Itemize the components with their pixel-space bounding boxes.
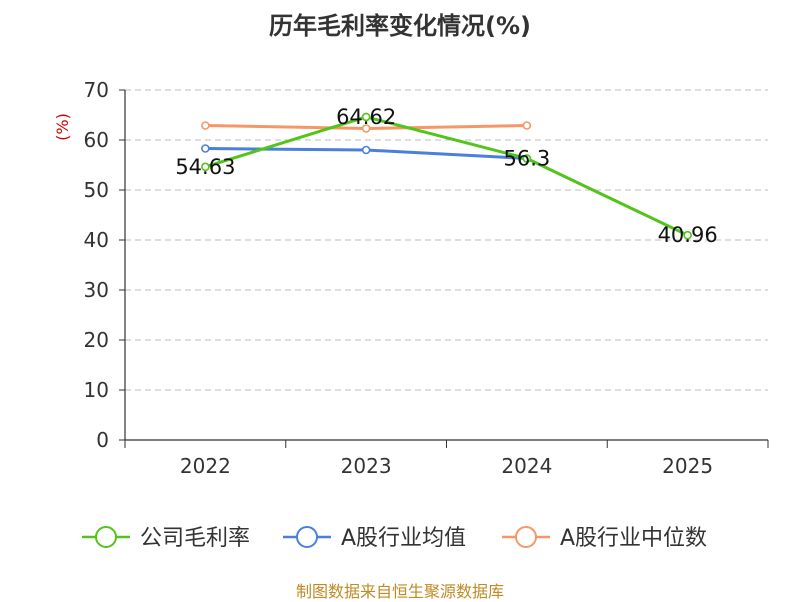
legend-item: A股行业中位数 <box>502 526 707 551</box>
data-point <box>361 112 371 122</box>
y-tick-label: 40 <box>84 228 109 252</box>
data-point <box>201 162 210 172</box>
legend-swatch-marker <box>296 526 318 548</box>
data-point <box>201 144 210 153</box>
x-tick-label: 2024 <box>501 454 552 478</box>
x-tick-label: 2023 <box>341 454 392 478</box>
legend-label: A股行业均值 <box>341 526 466 551</box>
data-point <box>361 145 371 155</box>
x-tick-label: 2022 <box>180 454 231 478</box>
legend-label: A股行业中位数 <box>560 526 707 551</box>
legend: 公司毛利率 A股行业均值 A股行业中位数 <box>82 526 707 551</box>
series-line <box>204 115 689 237</box>
data-labels: 54.63 64.62 56.3 40.96 <box>175 105 717 247</box>
source-note: 制图数据来自恒生聚源数据库 <box>295 582 504 601</box>
data-label: 56.3 <box>503 147 550 171</box>
data-point <box>522 154 532 163</box>
legend-label: 公司毛利率 <box>140 526 250 551</box>
legend-item: A股行业均值 <box>283 526 466 551</box>
data-label: 54.63 <box>175 155 235 179</box>
axes: 0 10 20 30 40 50 60 70 2022 2023 2024 2025 (%) <box>53 78 769 478</box>
data-label: 40.96 <box>658 223 718 247</box>
data-label: 64.62 <box>336 105 396 129</box>
data-point <box>201 121 210 130</box>
legend-item: 公司毛利率 <box>82 526 250 551</box>
data-point <box>683 230 692 240</box>
y-tick-label: 0 <box>96 428 109 452</box>
legend-swatch-marker <box>515 526 537 548</box>
chart-title: 历年毛利率变化情况(%) <box>269 12 531 40</box>
legend-swatch-marker <box>95 526 117 548</box>
x-tick-label: 2025 <box>662 454 713 478</box>
y-tick-label: 70 <box>84 78 109 102</box>
grid-lines <box>125 89 768 391</box>
y-tick-label: 20 <box>84 328 109 352</box>
y-tick-label: 30 <box>84 278 109 302</box>
y-tick-label: 10 <box>84 378 109 402</box>
series-lines <box>201 112 692 240</box>
data-point <box>522 121 532 130</box>
y-tick-label: 50 <box>84 178 109 202</box>
data-point <box>361 124 371 133</box>
y-axis-label: (%) <box>53 113 72 141</box>
y-tick-label: 60 <box>84 128 109 152</box>
